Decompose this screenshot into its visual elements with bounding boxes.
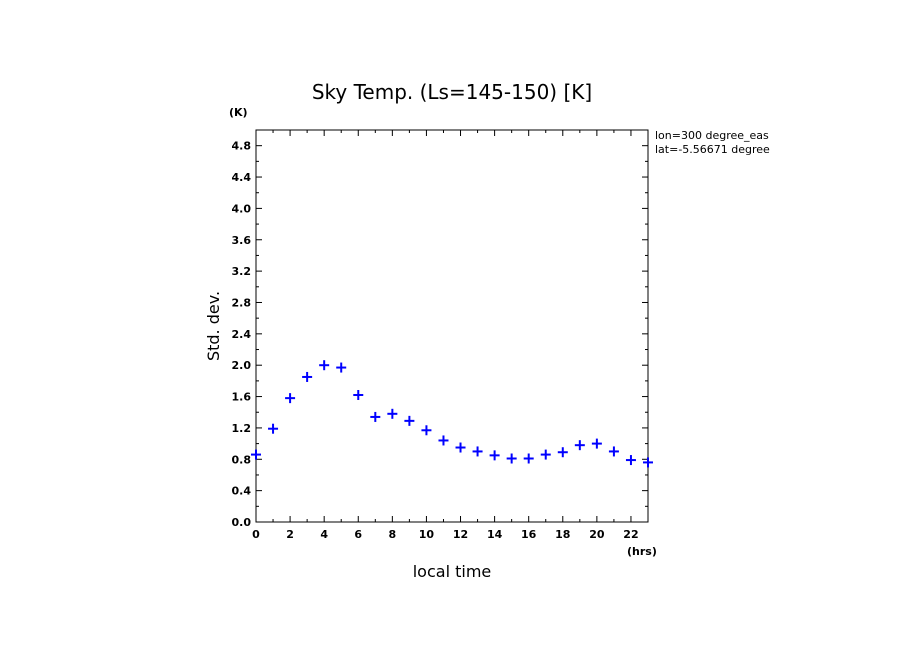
y-tick-label: 4.8: [232, 140, 252, 153]
data-point: [608, 446, 619, 457]
data-point: [506, 453, 517, 464]
data-point: [302, 371, 313, 382]
data-point: [353, 389, 364, 400]
data-point: [540, 449, 551, 460]
y-tick-label: 2.4: [232, 328, 252, 341]
axis-ticks: 0 2 4 6 8 10 12 14 16 18 20 22 0.0 0.4 0.8 1.2 1.6 2.0 2.4…: [232, 130, 649, 541]
data-point: [319, 360, 330, 371]
y-tick-label: 2.8: [232, 296, 252, 309]
chart-title: Sky Temp. (Ls=145-150) [K]: [312, 80, 592, 104]
data-point: [643, 457, 653, 468]
data-markers: [251, 360, 653, 468]
x-tick-label: 20: [589, 528, 605, 541]
y-axis-label: Std. dev.: [204, 291, 223, 361]
x-tick-label: 10: [419, 528, 435, 541]
data-point: [421, 425, 432, 436]
y-tick-label: 1.2: [232, 422, 252, 435]
x-axis-label: local time: [413, 562, 492, 581]
data-point: [268, 423, 279, 434]
y-tick-label: 0.0: [232, 516, 252, 529]
x-tick-label: 0: [252, 528, 260, 541]
x-tick-label: 4: [320, 528, 328, 541]
x-axis-unit: (hrs): [627, 545, 657, 558]
x-tick-label: 2: [286, 528, 294, 541]
data-point: [523, 453, 534, 464]
x-tick-label: 16: [521, 528, 537, 541]
y-tick-label: 0.4: [232, 485, 252, 498]
data-point: [336, 362, 347, 373]
annotation-lon: lon=300 degree_eas: [655, 129, 769, 142]
data-point: [557, 447, 568, 458]
x-tick-label: 14: [487, 528, 503, 541]
y-tick-label: 4.0: [232, 202, 252, 215]
data-point: [404, 415, 415, 426]
data-point: [251, 449, 261, 460]
y-tick-label: 1.6: [232, 391, 252, 404]
x-tick-label: 8: [389, 528, 397, 541]
y-axis-unit: (K): [229, 106, 248, 119]
y-tick-label: 3.2: [232, 265, 252, 278]
x-tick-label: 18: [555, 528, 570, 541]
data-point: [387, 408, 398, 419]
data-point: [591, 438, 602, 449]
annotation-lat: lat=-5.56671 degree: [655, 143, 770, 156]
data-point: [285, 393, 296, 404]
data-point: [625, 455, 636, 466]
y-tick-label: 0.8: [232, 453, 252, 466]
y-tick-label: 2.0: [232, 359, 252, 372]
data-point: [472, 446, 483, 457]
y-tick-label: 3.6: [232, 234, 252, 247]
data-point: [370, 411, 381, 422]
data-point: [574, 440, 585, 451]
x-tick-label: 22: [623, 528, 638, 541]
data-point: [489, 450, 500, 461]
plot-frame: [255, 129, 649, 523]
data-point: [455, 442, 466, 453]
data-point: [438, 435, 449, 446]
x-tick-label: 6: [354, 528, 362, 541]
y-tick-label: 4.4: [232, 171, 252, 184]
x-tick-label: 12: [453, 528, 468, 541]
